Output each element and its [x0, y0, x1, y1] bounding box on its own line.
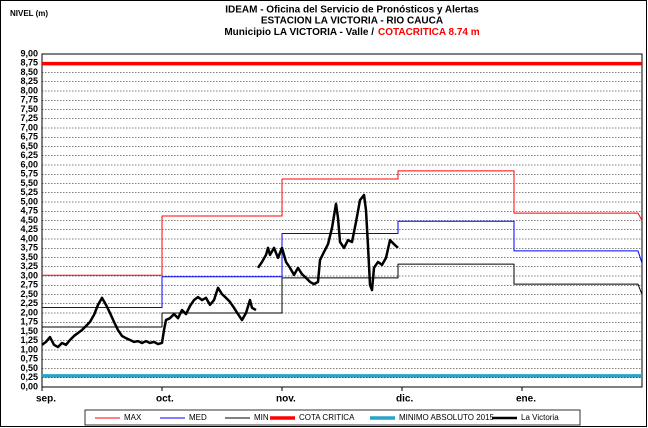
legend-label: La Victoria — [521, 413, 559, 422]
y-tick-label: 1,25 — [20, 335, 38, 345]
y-tick-label: 3,00 — [20, 270, 38, 280]
y-tick-label: 6,75 — [20, 132, 38, 142]
y-tick-label: 8,75 — [20, 58, 38, 68]
y-tick-label: 8,50 — [20, 67, 38, 77]
y-tick-label: 3,50 — [20, 252, 38, 262]
y-tick-label: 2,50 — [20, 289, 38, 299]
y-tick-label: 2,00 — [20, 307, 38, 317]
y-tick-label: 6,00 — [20, 159, 38, 169]
x-tick-label: dic. — [396, 394, 413, 405]
x-tick-label: sep. — [36, 394, 56, 405]
y-tick-label: 6,25 — [20, 150, 38, 160]
chart-title: Municipio LA VICTORIA - Valle / COTACRITI… — [224, 27, 479, 38]
x-tick-label: nov. — [276, 394, 296, 405]
legend-label: COTA CRITICA — [299, 413, 355, 422]
y-tick-label: 8,25 — [20, 76, 38, 86]
y-tick-label: 4,25 — [20, 224, 38, 234]
x-tick-label: oct. — [156, 394, 174, 405]
y-tick-label: 7,75 — [20, 95, 38, 105]
y-tick-label: 2,75 — [20, 280, 38, 290]
chart-title: ESTACION LA VICTORIA - RIO CAUCA — [261, 16, 443, 27]
y-tick-label: 0,50 — [20, 363, 38, 373]
series-line — [42, 263, 643, 328]
x-tick-label: ene. — [516, 394, 536, 405]
y-tick-label: 5,50 — [20, 178, 38, 188]
y-tick-label: 0,75 — [20, 354, 38, 364]
legend-label: MIN — [254, 413, 269, 422]
legend-label: MED — [189, 413, 207, 422]
title-line: Municipio LA VICTORIA - Valle / — [224, 27, 374, 38]
y-tick-label: 0,00 — [20, 381, 38, 391]
y-tick-label: 5,25 — [20, 187, 38, 197]
y-tick-label: 1,00 — [20, 344, 38, 354]
annotation: COTACRITICA 8.74 m — [378, 27, 480, 38]
y-axis-label: NIVEL (m) — [10, 9, 48, 18]
y-tick-label: 2,25 — [20, 298, 38, 308]
legend-label: MINIMO ABSOLUTO 2015 — [399, 413, 495, 422]
legend — [84, 409, 581, 426]
series-line — [42, 170, 643, 276]
y-tick-label: 6,50 — [20, 141, 38, 151]
y-tick-label: 4,00 — [20, 233, 38, 243]
y-tick-label: 1,75 — [20, 317, 38, 327]
y-tick-label: 7,25 — [20, 113, 38, 123]
y-tick-label: 9,00 — [20, 48, 38, 58]
y-tick-label: 5,00 — [20, 196, 38, 206]
y-tick-label: 7,50 — [20, 104, 38, 114]
y-tick-label: 4,75 — [20, 206, 38, 216]
y-tick-label: 5,75 — [20, 169, 38, 179]
series-line — [42, 220, 643, 308]
chart-title: IDEAM - Oficina del Servicio de Pronósti… — [225, 5, 479, 16]
y-tick-label: 3,25 — [20, 261, 38, 271]
y-tick-label: 3,75 — [20, 243, 38, 253]
y-tick-label: 0,25 — [20, 372, 38, 382]
y-tick-label: 8,00 — [20, 85, 38, 95]
series-line — [41, 193, 399, 349]
legend-label: MAX — [124, 413, 142, 422]
y-tick-label: 1,50 — [20, 326, 38, 336]
y-tick-label: 4,50 — [20, 215, 38, 225]
y-tick-label: 7,00 — [20, 122, 38, 132]
